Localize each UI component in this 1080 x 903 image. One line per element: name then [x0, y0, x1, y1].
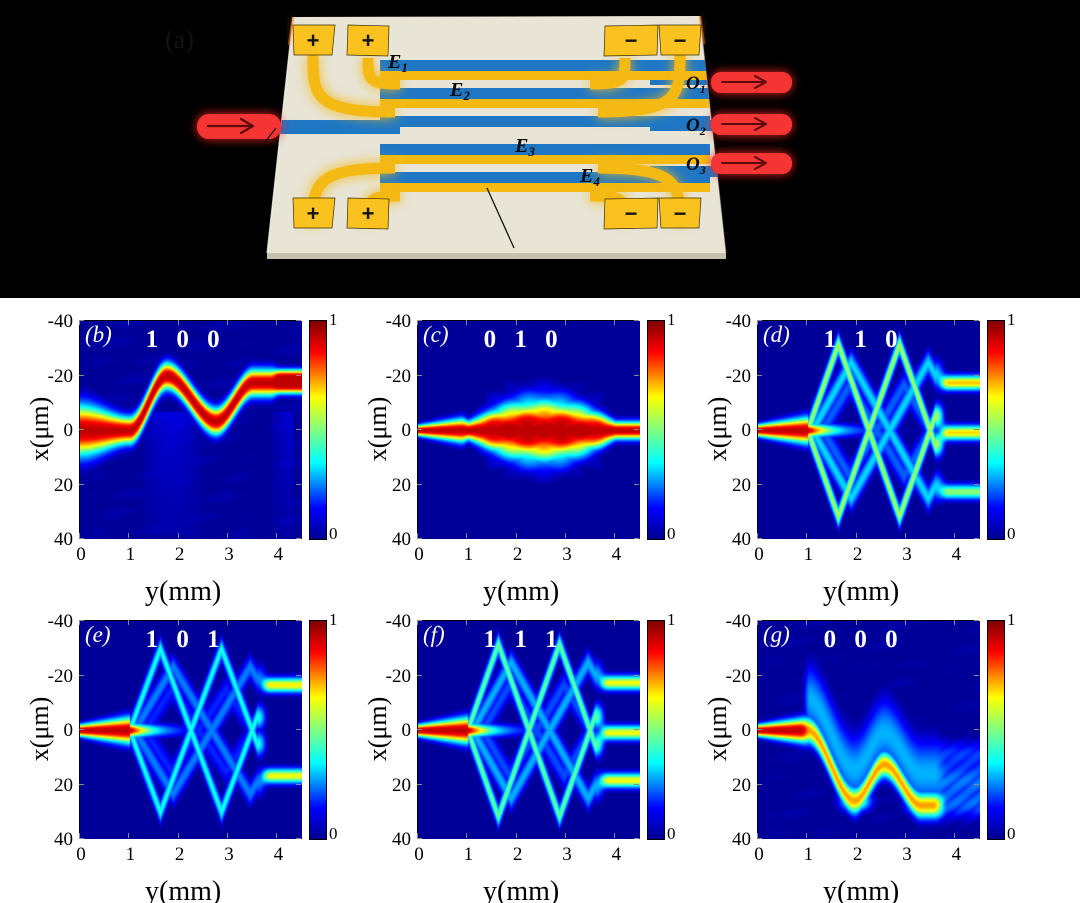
svg-text:+: + — [307, 201, 320, 226]
svg-text:−: − — [625, 28, 638, 53]
svg-text:−: − — [674, 28, 687, 53]
svg-text:−: − — [625, 201, 638, 226]
svg-text:+: + — [362, 201, 375, 226]
svg-text:+: + — [362, 28, 375, 53]
svg-text:(a): (a) — [165, 25, 194, 54]
svg-text:−: − — [674, 201, 687, 226]
svg-text:+: + — [307, 28, 320, 53]
